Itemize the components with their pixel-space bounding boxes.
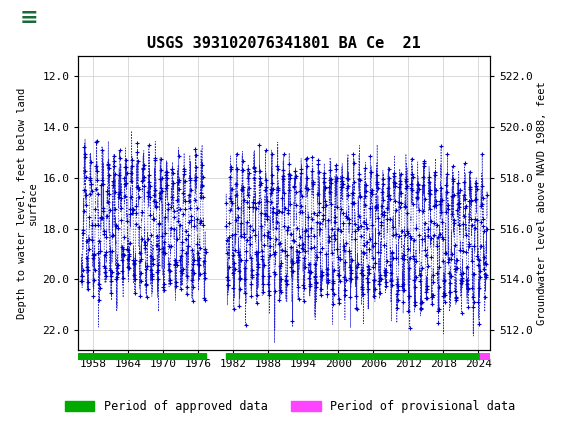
Y-axis label: Depth to water level, feet below land
surface: Depth to water level, feet below land su… [16, 88, 38, 319]
Y-axis label: Groundwater level above NAVD 1988, feet: Groundwater level above NAVD 1988, feet [537, 81, 547, 325]
Bar [78, 353, 206, 360]
FancyBboxPatch shape [3, 3, 55, 34]
Text: USGS: USGS [70, 11, 117, 26]
Title: USGS 393102076341801 BA Ce  21: USGS 393102076341801 BA Ce 21 [147, 36, 421, 51]
Legend: Period of approved data, Period of provisional data: Period of approved data, Period of provi… [60, 395, 520, 418]
Bar [480, 353, 490, 360]
Text: ≡: ≡ [20, 8, 38, 28]
Bar [226, 353, 480, 360]
